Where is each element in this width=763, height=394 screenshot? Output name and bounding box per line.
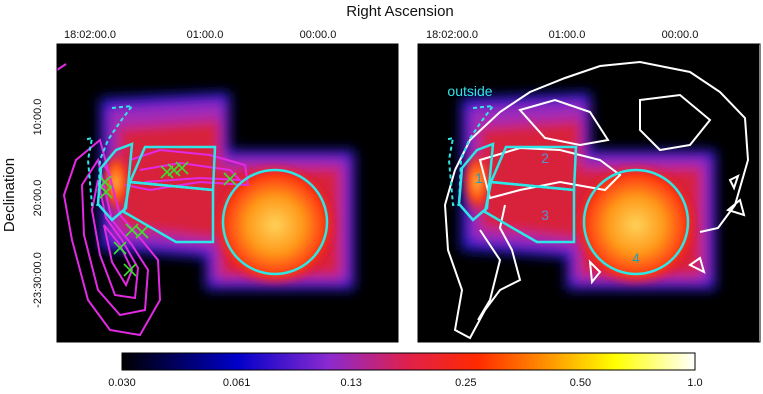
dec-tick-label: 10:00.0 (32, 99, 44, 136)
ra-tick-label: 01:00.0 (187, 29, 224, 41)
ra-tick-label: 18:02:00.0 (64, 29, 116, 41)
colorbar-tick-label: 1.0 (687, 377, 702, 389)
tick-marks (57, 44, 681, 342)
right-panel: outside 1 2 3 4 (417, 43, 761, 343)
dec-tick-label: -23:30:00.0 (32, 252, 44, 308)
colorbar (121, 352, 696, 371)
region-label: 1 (475, 170, 483, 186)
x-axis-label: Right Ascension (346, 3, 454, 20)
green-crosses (98, 161, 237, 277)
right-frame (417, 43, 761, 343)
left-image (57, 44, 398, 342)
region-label: 2 (541, 150, 549, 166)
left-panel (56, 43, 399, 343)
ra-tick-label: 18:02:00.0 (426, 29, 478, 41)
colorbar-tick-label: 0.25 (455, 377, 476, 389)
colorbar-tick-label: 0.061 (223, 377, 251, 389)
colorbar-tick-label: 0.13 (340, 377, 361, 389)
y-axis-label: Declination (1, 158, 18, 232)
left-frame (56, 43, 399, 343)
colorbar-tick-label: 0.030 (108, 377, 136, 389)
ra-tick-label: 00:00.0 (662, 29, 699, 41)
ra-tick-label: 00:00.0 (300, 29, 337, 41)
white-contours (443, 60, 750, 340)
region-label: 4 (632, 250, 640, 266)
colorbar-tick-label: 0.50 (570, 377, 591, 389)
dec-tick-label: 20:00.0 (32, 180, 44, 217)
ra-tick-label: 01:00.0 (549, 29, 586, 41)
region-label: outside (447, 83, 492, 99)
region-label: 3 (541, 207, 549, 223)
